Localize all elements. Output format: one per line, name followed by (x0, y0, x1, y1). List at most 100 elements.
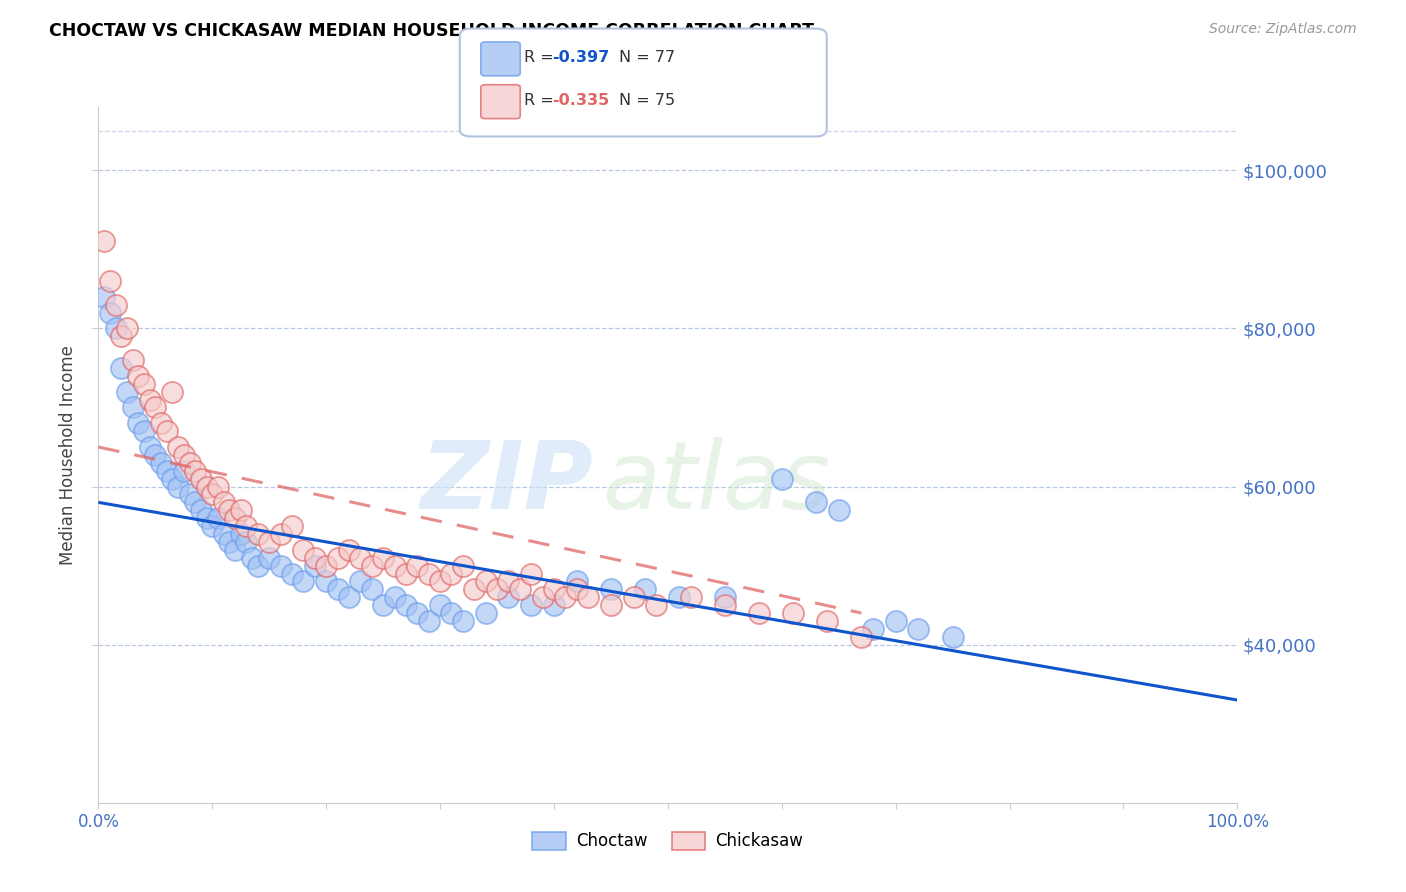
Point (173, 464, 195, 478)
Text: N = 77: N = 77 (619, 51, 675, 65)
Point (162, 384, 184, 399)
Point (565, 574, 588, 589)
Point (384, 558, 406, 573)
Point (162, 472, 184, 486)
Point (815, 614, 838, 628)
Point (259, 550, 281, 565)
Point (349, 574, 371, 589)
Point (224, 511, 246, 525)
Point (804, 495, 827, 509)
Point (246, 527, 269, 541)
Text: CHOCTAW VS CHICKASAW MEDIAN HOUSEHOLD INCOME CORRELATION CHART: CHOCTAW VS CHICKASAW MEDIAN HOUSEHOLD IN… (49, 22, 814, 40)
Point (714, 598, 737, 612)
Point (156, 424, 179, 438)
Point (207, 511, 229, 525)
Point (451, 558, 474, 573)
Point (270, 558, 292, 573)
Point (150, 456, 173, 470)
Point (212, 527, 235, 541)
Point (156, 464, 179, 478)
Point (224, 542, 246, 557)
Point (371, 550, 394, 565)
Point (554, 591, 576, 605)
Text: N = 75: N = 75 (619, 94, 675, 108)
Point (474, 606, 496, 620)
Point (360, 558, 382, 573)
Point (714, 591, 737, 605)
Point (748, 606, 770, 620)
Text: ZIP: ZIP (420, 437, 593, 529)
Point (184, 464, 207, 478)
Point (600, 598, 623, 612)
Point (218, 503, 240, 517)
Point (782, 606, 804, 620)
Point (110, 329, 132, 343)
Point (679, 591, 702, 605)
Point (98, 274, 121, 288)
Point (201, 487, 224, 501)
Point (486, 582, 509, 597)
Point (229, 527, 252, 541)
Point (132, 424, 155, 438)
Point (190, 472, 212, 486)
Point (907, 622, 929, 636)
Point (184, 495, 207, 509)
Point (668, 591, 690, 605)
Point (179, 487, 201, 501)
Point (520, 566, 543, 581)
Point (110, 361, 132, 376)
Point (463, 582, 485, 597)
Point (104, 298, 127, 312)
Point (645, 598, 668, 612)
Point (543, 598, 565, 612)
Point (190, 503, 212, 517)
Point (212, 495, 235, 509)
Point (235, 519, 257, 533)
Point (93, 235, 115, 249)
Text: -0.397: -0.397 (553, 51, 610, 65)
Point (240, 550, 263, 565)
Point (770, 472, 793, 486)
Point (851, 630, 873, 644)
Point (531, 591, 554, 605)
Point (862, 622, 884, 636)
Point (201, 519, 224, 533)
Point (281, 566, 304, 581)
Point (440, 606, 463, 620)
Y-axis label: Median Household Income: Median Household Income (59, 345, 77, 565)
Point (304, 558, 326, 573)
Point (259, 535, 281, 549)
Point (349, 550, 371, 565)
Point (371, 598, 394, 612)
Point (429, 574, 451, 589)
Point (406, 558, 429, 573)
Point (828, 503, 851, 517)
Point (384, 591, 406, 605)
Point (498, 591, 520, 605)
Point (440, 566, 463, 581)
Point (326, 582, 349, 597)
Point (167, 479, 190, 493)
Text: atlas: atlas (602, 437, 830, 528)
Point (576, 591, 599, 605)
Point (337, 542, 360, 557)
Text: -0.335: -0.335 (553, 94, 610, 108)
Point (884, 614, 907, 628)
Point (127, 368, 149, 383)
Point (93, 290, 115, 304)
Point (315, 558, 337, 573)
Point (138, 392, 160, 407)
Point (406, 606, 429, 620)
Point (942, 630, 965, 644)
Point (509, 582, 531, 597)
Point (360, 582, 382, 597)
Point (207, 479, 229, 493)
Point (127, 417, 149, 431)
Point (115, 321, 138, 335)
Point (623, 591, 645, 605)
Point (246, 558, 269, 573)
Point (229, 503, 252, 517)
Point (292, 542, 315, 557)
Point (304, 550, 326, 565)
Point (167, 440, 190, 454)
